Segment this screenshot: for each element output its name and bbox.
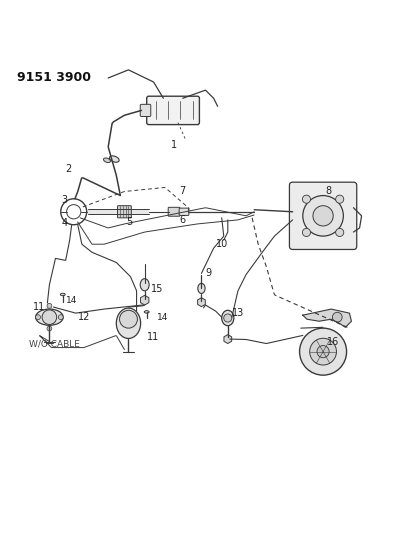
Text: 13: 13	[232, 308, 244, 318]
Ellipse shape	[104, 158, 111, 163]
Text: 9: 9	[206, 268, 212, 278]
Ellipse shape	[116, 308, 141, 338]
Text: 2: 2	[66, 164, 72, 174]
Circle shape	[336, 229, 344, 237]
Ellipse shape	[36, 309, 63, 325]
Circle shape	[336, 195, 344, 203]
Text: 11: 11	[33, 302, 46, 312]
Text: 9151 3900: 9151 3900	[17, 71, 91, 84]
Circle shape	[300, 328, 346, 375]
Text: 6: 6	[179, 215, 185, 225]
Text: 14: 14	[157, 313, 168, 322]
FancyBboxPatch shape	[289, 182, 357, 249]
Ellipse shape	[109, 156, 119, 162]
Circle shape	[224, 314, 232, 322]
Text: 11: 11	[147, 333, 159, 343]
Text: 1: 1	[171, 140, 177, 150]
Circle shape	[120, 310, 137, 328]
FancyBboxPatch shape	[147, 96, 199, 125]
Text: 16: 16	[327, 336, 339, 346]
Text: 10: 10	[216, 239, 228, 249]
FancyBboxPatch shape	[118, 206, 131, 218]
Circle shape	[58, 315, 63, 320]
Circle shape	[36, 315, 41, 320]
Text: 7: 7	[179, 187, 185, 197]
Ellipse shape	[140, 279, 149, 291]
Ellipse shape	[144, 311, 149, 313]
Circle shape	[317, 345, 329, 358]
Text: 4: 4	[62, 217, 68, 228]
Circle shape	[42, 310, 57, 325]
Circle shape	[302, 229, 310, 237]
Circle shape	[47, 303, 52, 308]
Text: 5: 5	[127, 217, 133, 227]
Ellipse shape	[198, 284, 205, 294]
Circle shape	[332, 312, 342, 322]
Circle shape	[303, 196, 343, 236]
Text: 8: 8	[325, 187, 331, 197]
Ellipse shape	[60, 293, 65, 296]
Ellipse shape	[222, 310, 234, 326]
Circle shape	[313, 206, 333, 226]
Text: 15: 15	[151, 284, 163, 294]
FancyBboxPatch shape	[140, 104, 151, 117]
Text: 14: 14	[66, 296, 77, 305]
Polygon shape	[303, 309, 351, 327]
FancyBboxPatch shape	[179, 208, 189, 215]
FancyBboxPatch shape	[168, 207, 180, 216]
Text: W/O CABLE: W/O CABLE	[29, 339, 80, 348]
Circle shape	[47, 326, 52, 331]
Circle shape	[302, 195, 310, 203]
Text: 3: 3	[62, 195, 68, 205]
Text: 12: 12	[78, 312, 90, 322]
Circle shape	[310, 338, 337, 365]
